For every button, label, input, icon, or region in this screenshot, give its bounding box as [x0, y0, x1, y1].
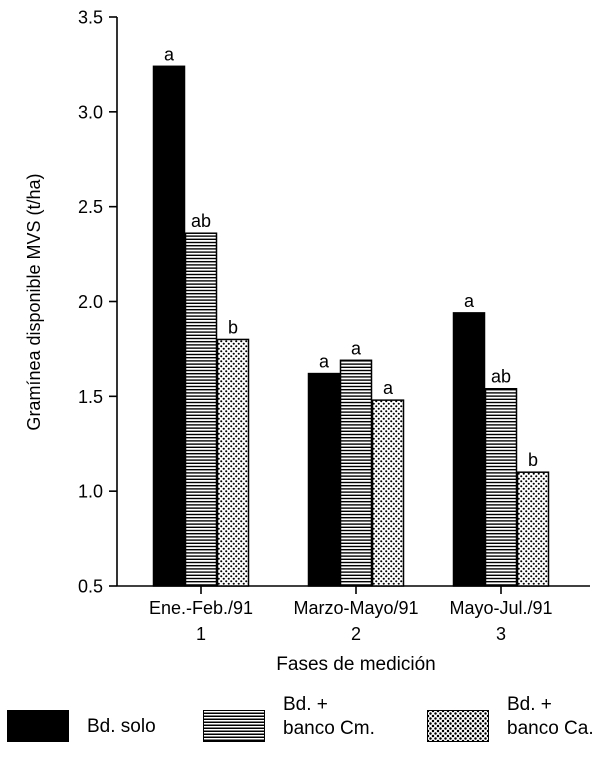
x-axis-label: Fases de medición	[276, 654, 435, 675]
significance-letter: ab	[191, 211, 211, 231]
legend-swatch-dots	[427, 710, 489, 742]
x-tick-label: Mayo-Jul./91	[449, 598, 552, 618]
x-tick-number: 1	[196, 624, 206, 644]
legend-label-line1: Bd. +	[507, 694, 552, 715]
legend-swatch-solid	[7, 710, 69, 742]
significance-letter: a	[319, 352, 330, 372]
legend-item-banco-ca: Bd. + banco Ca.	[427, 688, 607, 758]
significance-letter: ab	[491, 367, 511, 387]
y-axis-label: Gramínea disponible MVS (t/ha)	[24, 173, 44, 430]
labels-group: a ab b Ene.-Feb./91 1 a a a Marzo-Mayo/91 2 a ab b Ma…	[149, 44, 553, 644]
y-tick-label: 3.5	[78, 8, 103, 28]
bar	[339, 359, 373, 587]
y-tick-label: 1.0	[78, 482, 103, 502]
bar	[516, 471, 550, 587]
x-tick-label: Marzo-Mayo/91	[293, 598, 418, 618]
significance-letter: a	[351, 338, 362, 358]
x-tick-number: 2	[351, 624, 361, 644]
bar	[307, 372, 341, 587]
significance-letter: b	[528, 450, 538, 470]
bar-chart: 0.51.01.52.02.53.03.5 aabbEne.-Feb./911a…	[24, 8, 590, 675]
bar	[216, 338, 250, 587]
legend-label-line2: banco Ca.	[507, 718, 594, 739]
legend-label-line2: banco Cm.	[283, 718, 375, 739]
significance-letter: b	[228, 317, 238, 337]
bar	[184, 232, 218, 587]
x-tick-number: 3	[496, 624, 506, 644]
x-tick-label: Ene.-Feb./91	[149, 598, 253, 618]
bars-group	[152, 65, 550, 587]
legend-item-banco-cm: Bd. + banco Cm.	[203, 688, 383, 758]
y-tick-label: 2.5	[78, 197, 103, 217]
y-tick-label: 3.0	[78, 102, 103, 122]
y-tick-label: 2.0	[78, 292, 103, 312]
significance-letter: a	[464, 291, 475, 311]
significance-letter: a	[383, 378, 394, 398]
legend: Bd. solo Bd. + banco Cm. Bd. + banco Ca.	[0, 688, 608, 759]
bar	[152, 65, 186, 587]
bar	[484, 387, 518, 587]
y-tick-label: 0.5	[78, 577, 103, 597]
bar	[452, 312, 486, 587]
legend-label-line1: Bd. +	[283, 694, 328, 715]
y-tick-label: 1.5	[78, 387, 103, 407]
bar	[371, 399, 405, 587]
legend-item-bd-solo: Bd. solo	[7, 688, 167, 758]
legend-label: Bd. solo	[87, 716, 156, 737]
significance-letter: a	[164, 44, 175, 64]
legend-swatch-horizontal-lines	[203, 710, 265, 742]
